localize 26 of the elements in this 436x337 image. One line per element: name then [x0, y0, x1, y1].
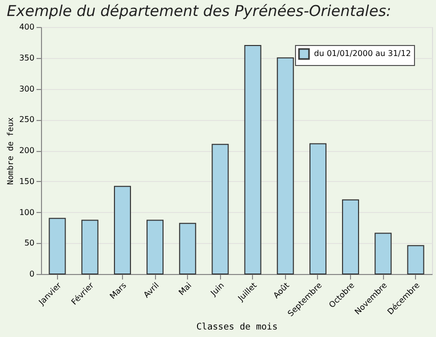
y-tick-label: 0	[29, 270, 34, 278]
chart-title: Exemple du département des Pyrénées-Orientales:	[6, 2, 392, 20]
bar	[309, 143, 326, 274]
bar	[407, 245, 424, 274]
x-axis-title: Classes de mois	[196, 322, 278, 332]
bar	[212, 144, 229, 274]
x-tick-label: Mai	[176, 280, 194, 298]
y-tick-label: 200	[19, 146, 34, 155]
bar	[276, 57, 294, 274]
y-tick-label: 50	[24, 238, 34, 248]
y-axis-title: Nombre de feux	[6, 117, 16, 185]
y-tick-label: 350	[19, 53, 34, 62]
legend-label: du 01/01/2000 au 31/12	[314, 49, 411, 58]
y-tick-label: 400	[19, 22, 34, 32]
bar	[81, 220, 98, 274]
bar	[179, 222, 196, 274]
bar	[114, 186, 131, 274]
bar	[374, 232, 392, 274]
y-tick-label: 100	[19, 208, 34, 217]
bar	[244, 45, 262, 274]
bar	[48, 218, 66, 274]
y-tick-label: 250	[19, 115, 34, 124]
bar	[146, 220, 164, 274]
y-tick-label: 300	[19, 84, 34, 94]
y-tick-label: 150	[19, 176, 34, 186]
bar	[342, 199, 360, 274]
